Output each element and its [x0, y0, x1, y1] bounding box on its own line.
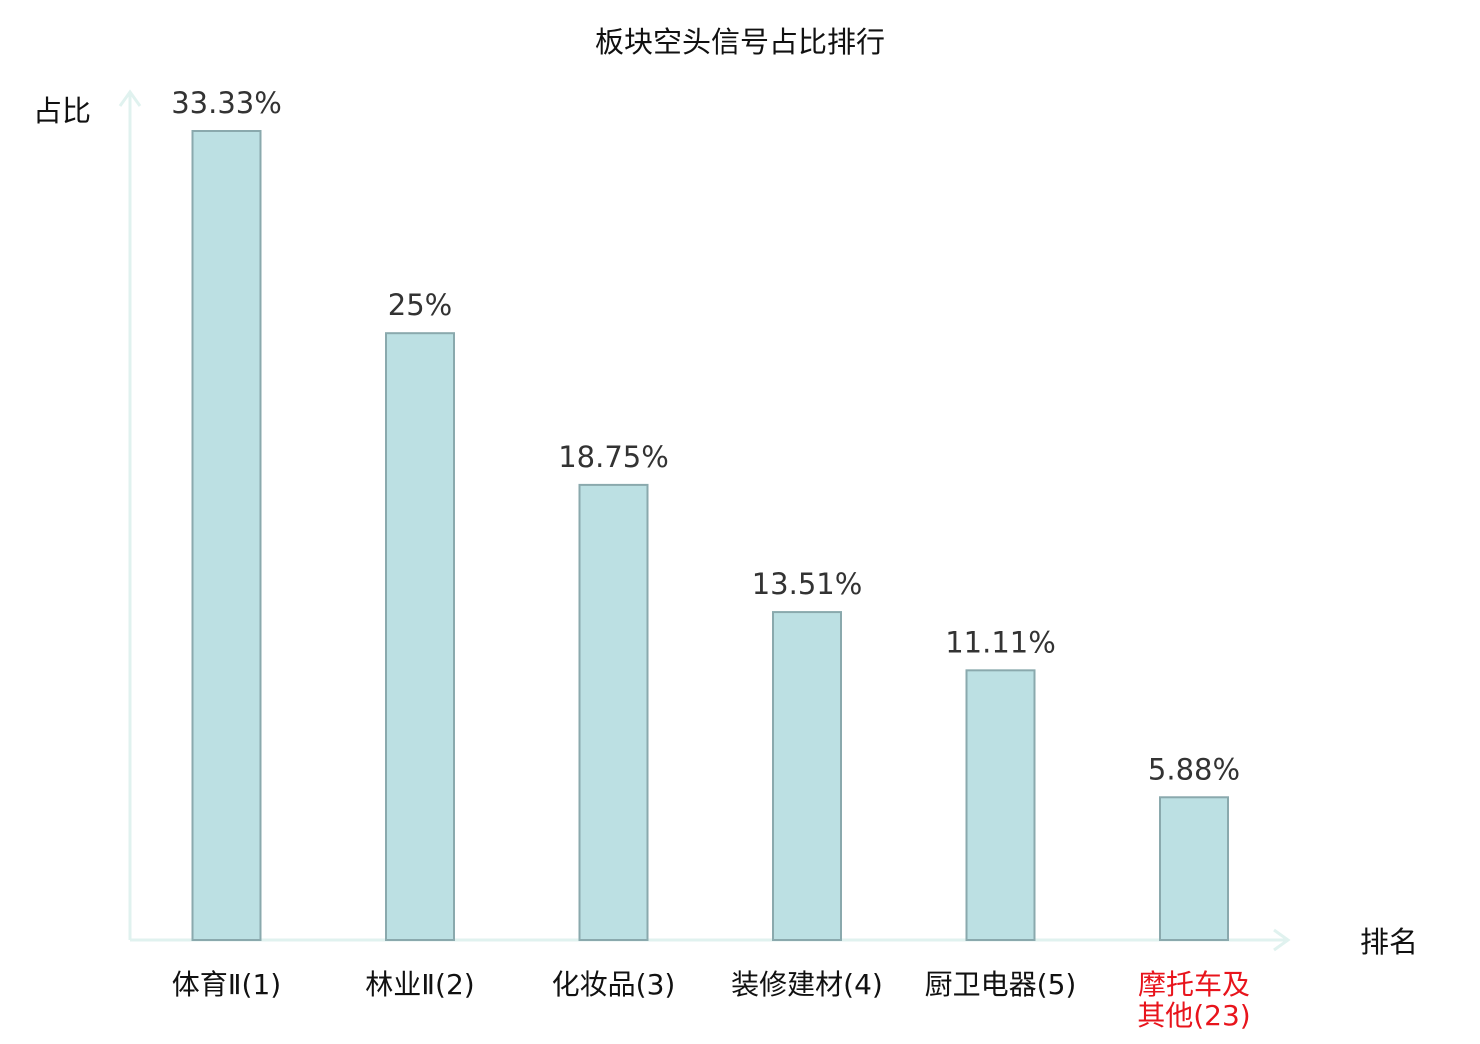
bar: [191, 130, 262, 941]
bar: [578, 483, 649, 941]
y-axis-arrow: [118, 89, 142, 107]
value-label: 13.51%: [752, 567, 863, 601]
value-label: 25%: [388, 288, 452, 322]
category-labels: 体育Ⅱ(1) 林业Ⅱ(2) 化妆品(3) 装修建材(4) 厨卫电器(5) 摩托车及其他(2…: [172, 968, 1251, 1032]
value-label: 5.88%: [1148, 752, 1240, 786]
category-label: 体育Ⅱ(1): [172, 968, 281, 1001]
axes: [118, 89, 1291, 952]
category-label: 装修建材(4): [731, 968, 883, 1001]
bar: [385, 332, 455, 941]
value-label: 33.33%: [171, 86, 282, 120]
category-label: 厨卫电器(5): [925, 968, 1077, 1001]
chart-title: 板块空头信号占比排行: [595, 25, 885, 59]
bar: [965, 669, 1036, 941]
x-axis-label: 排名: [1360, 925, 1418, 959]
bars: [191, 130, 1229, 942]
value-labels: 33.33% 25% 18.75% 13.51% 11.11% 5.88%: [171, 86, 1240, 786]
y-axis-label: 占比: [33, 94, 91, 128]
bar: [1159, 796, 1229, 942]
x-axis-arrow: [1273, 928, 1291, 952]
category-label: 林业Ⅱ(2): [365, 968, 474, 1001]
category-label: 其他(23): [1137, 999, 1250, 1032]
value-label: 11.11%: [945, 625, 1056, 659]
value-label: 18.75%: [558, 440, 669, 474]
category-label: 摩托车及: [1138, 968, 1250, 1001]
category-label: 化妆品(3): [552, 968, 676, 1001]
bar: [772, 611, 842, 942]
